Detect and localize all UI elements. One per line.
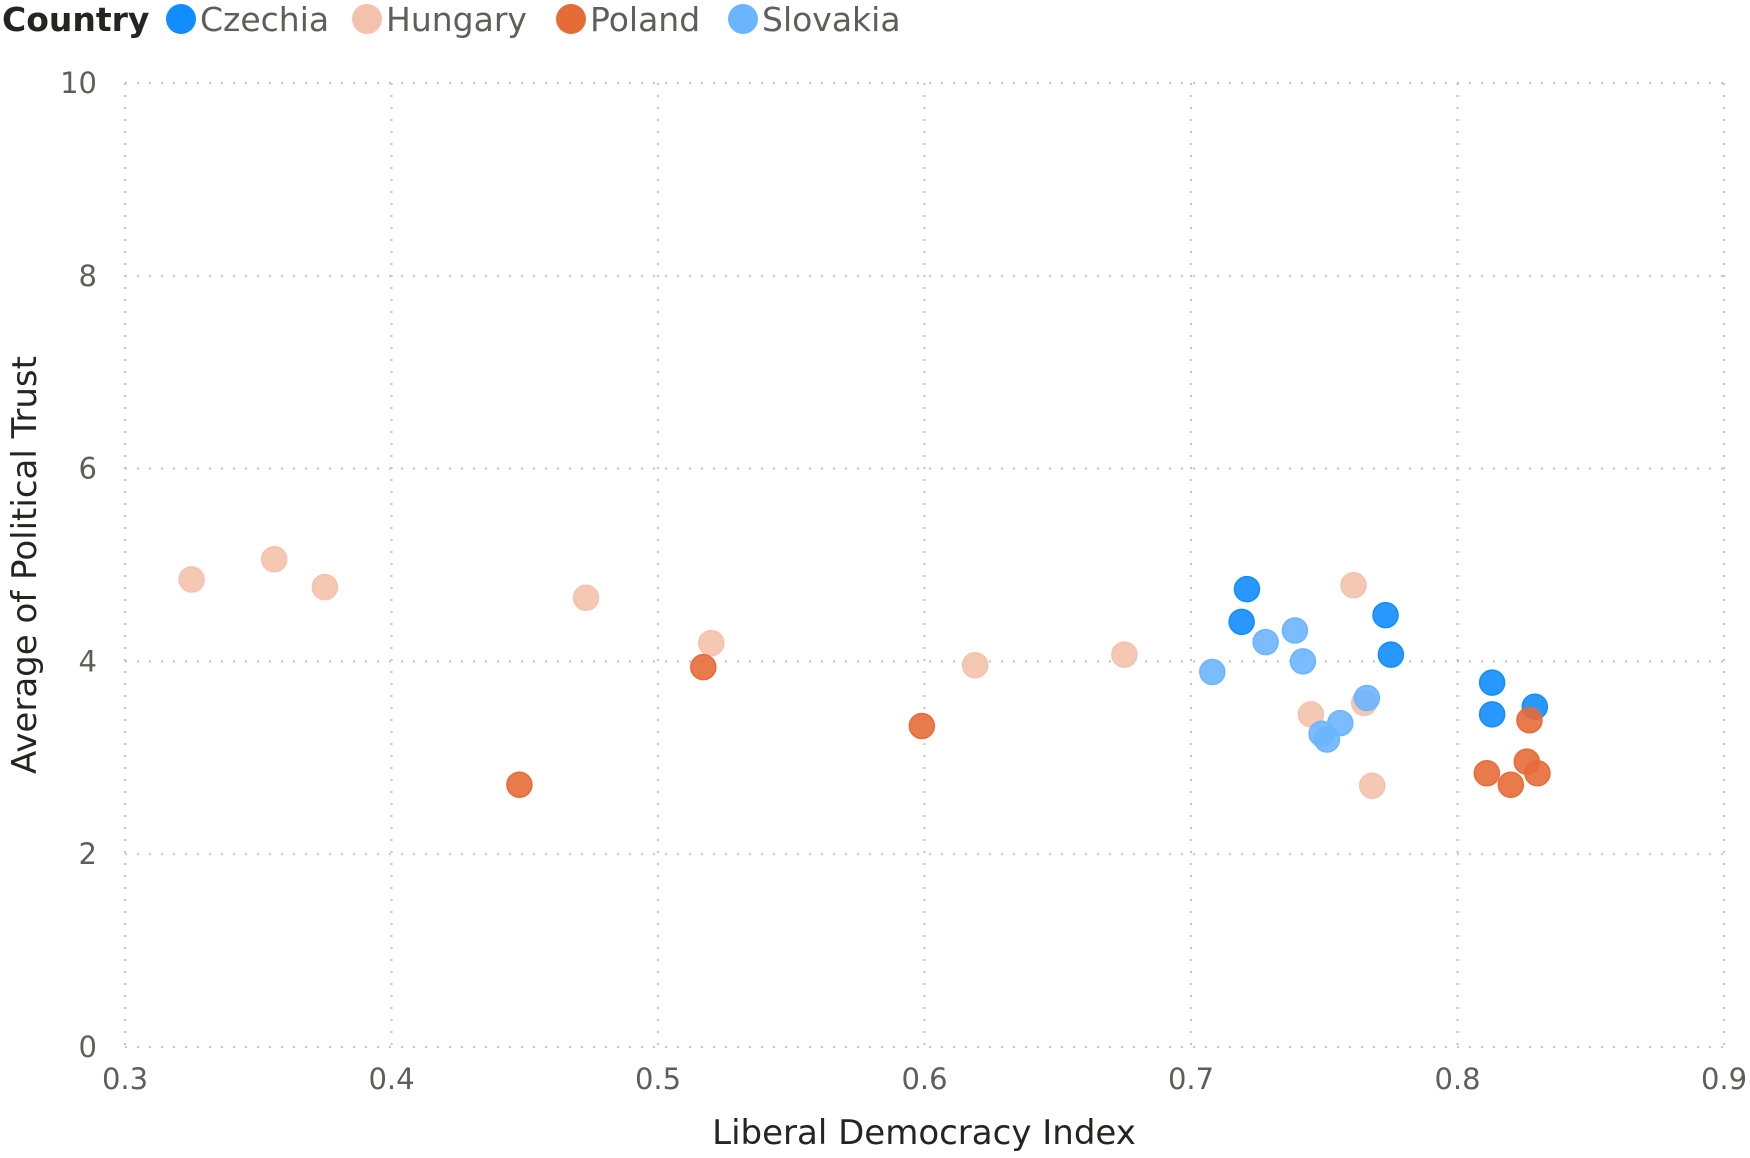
data-point-hungary[interactable] [178, 566, 205, 593]
data-point-hungary[interactable] [1358, 772, 1386, 800]
legend-title: Country [2, 0, 149, 39]
data-point-hungary[interactable] [572, 584, 600, 612]
legend-marker-hungary [352, 4, 382, 34]
y-axis-title: Average of Political Trust [5, 356, 45, 774]
x-tick-label: 0.9 [1701, 1062, 1747, 1096]
data-point-czechia[interactable] [1478, 669, 1506, 696]
data-point-czechia[interactable] [1233, 575, 1261, 603]
y-tick-label: 0 [79, 1030, 97, 1064]
data-point-czechia[interactable] [1372, 601, 1399, 629]
y-tick-label: 4 [79, 644, 97, 678]
data-point-poland[interactable] [1497, 771, 1525, 799]
data-point-poland[interactable] [690, 653, 717, 681]
legend-item-hungary[interactable]: Hungary [386, 0, 527, 39]
data-point-czechia[interactable] [1478, 701, 1506, 728]
x-tick-label: 0.3 [102, 1062, 148, 1096]
x-tick-label: 0.4 [368, 1062, 414, 1096]
y-tick-label: 2 [79, 837, 97, 871]
legend-item-slovakia[interactable]: Slovakia [762, 0, 901, 39]
x-tick-label: 0.7 [1168, 1062, 1214, 1096]
legend-marker-poland [556, 4, 586, 34]
gridlines [123, 81, 1726, 1049]
legend-item-czechia[interactable]: Czechia [200, 0, 329, 39]
x-tick-label: 0.5 [635, 1062, 681, 1096]
data-point-slovakia[interactable] [1289, 648, 1317, 675]
legend-marker-czechia [166, 4, 196, 34]
data-point-hungary[interactable] [260, 545, 288, 573]
data-point-czechia[interactable] [1228, 608, 1255, 636]
data-point-poland[interactable] [1473, 759, 1501, 787]
data-point-slovakia[interactable] [1199, 658, 1226, 686]
data-point-hungary[interactable] [311, 573, 339, 601]
x-tick-label: 0.8 [1434, 1062, 1480, 1096]
data-point-slovakia[interactable] [1353, 684, 1381, 712]
data-point-slovakia[interactable] [1313, 726, 1341, 753]
y-tick-label: 6 [79, 452, 97, 486]
y-tick-label: 8 [79, 259, 97, 293]
legend-item-poland[interactable]: Poland [590, 0, 700, 39]
data-points [178, 545, 1551, 800]
legend: Country Czechia Hungary Poland Slovakia [2, 0, 901, 39]
data-point-slovakia[interactable] [1281, 617, 1309, 644]
data-point-czechia[interactable] [1377, 641, 1405, 668]
data-point-poland[interactable] [1524, 759, 1551, 787]
data-point-poland[interactable] [506, 771, 533, 799]
x-axis-title: Liberal Democracy Index [712, 1113, 1136, 1153]
data-point-poland[interactable] [908, 712, 936, 740]
data-point-slovakia[interactable] [1252, 628, 1279, 656]
data-point-hungary[interactable] [1340, 571, 1367, 599]
data-point-hungary[interactable] [961, 652, 989, 679]
x-tick-label: 0.6 [901, 1062, 947, 1096]
tick-labels: 0.3 0.4 0.5 0.6 0.7 0.8 0.9 0 2 4 6 8 10 [60, 66, 1747, 1096]
data-point-poland[interactable] [1516, 706, 1543, 734]
legend-marker-slovakia [728, 4, 758, 34]
data-point-hungary[interactable] [698, 629, 725, 657]
y-tick-label: 10 [60, 66, 97, 100]
data-point-hungary[interactable] [1111, 641, 1138, 668]
